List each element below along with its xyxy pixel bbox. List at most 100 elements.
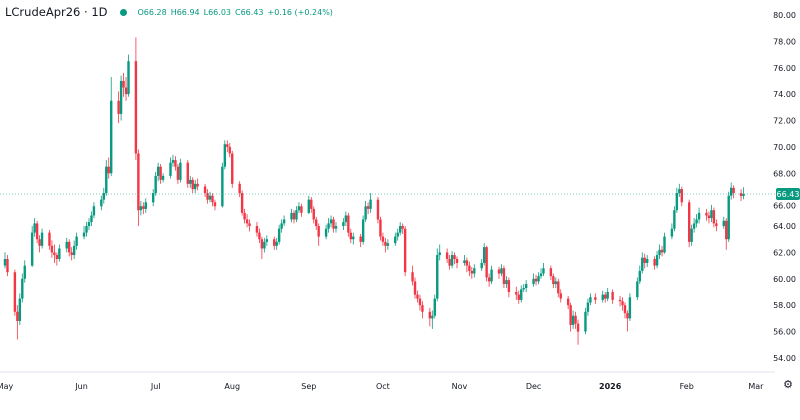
candle: [692, 218, 696, 233]
candle-body: [82, 232, 86, 237]
candle-body: [156, 166, 160, 176]
candle: [258, 228, 261, 244]
candle-body: [48, 232, 51, 246]
candle: [399, 222, 402, 236]
candle-body: [18, 298, 22, 322]
candle: [428, 307, 432, 327]
candle: [594, 293, 597, 304]
last-price-tag: [776, 187, 800, 200]
candle: [72, 240, 76, 260]
price-tick-label: 70.00: [773, 143, 796, 152]
candle: [50, 240, 54, 258]
price-tick-label: 72.00: [773, 117, 796, 126]
candle: [554, 277, 558, 289]
candle-body: [275, 241, 278, 246]
candle: [623, 302, 627, 319]
candle-body: [223, 144, 227, 167]
candle: [421, 301, 424, 319]
candle-body: [401, 226, 404, 229]
candle-body: [448, 259, 451, 266]
legend-header: LCrudeApr26 · 1D O66.28 H66.94 L66.03 C6…: [5, 3, 337, 21]
candle: [539, 268, 543, 279]
candle: [655, 251, 659, 269]
candle: [520, 285, 523, 303]
candle-body: [127, 61, 130, 95]
candle: [482, 243, 486, 266]
candle-body: [300, 206, 303, 213]
candle-body: [663, 236, 666, 253]
candle: [606, 288, 609, 302]
settings-gear-icon[interactable]: ⚙: [783, 378, 793, 391]
candle-body: [255, 226, 259, 233]
candle: [315, 216, 318, 230]
candle: [537, 272, 540, 285]
candle-body: [727, 195, 730, 240]
candle-body: [670, 228, 674, 237]
candle-body: [70, 252, 73, 256]
candle-body: [549, 268, 553, 277]
candle-body: [450, 255, 454, 266]
candle: [670, 223, 674, 240]
candle: [601, 290, 604, 303]
candle-body: [742, 193, 745, 196]
candle-body: [344, 215, 348, 223]
candle: [712, 207, 716, 228]
candle: [107, 157, 110, 179]
time-axis[interactable]: May Jun Jul Aug Sep Oct Nov Dec 2026 Feb Mar: [0, 371, 775, 391]
candle-body: [453, 255, 456, 260]
candle: [586, 298, 590, 316]
candle: [307, 195, 311, 215]
candle: [739, 189, 743, 201]
candle: [213, 199, 217, 211]
candle: [675, 187, 679, 213]
candle-body: [384, 241, 387, 246]
candle-body: [394, 236, 397, 244]
candle: [438, 244, 441, 261]
candle-body: [655, 255, 659, 266]
candle: [105, 160, 108, 196]
candle: [102, 187, 105, 204]
open-value: O66.28: [138, 8, 167, 17]
candle-body: [569, 305, 572, 325]
candle-body: [697, 212, 701, 220]
price-tick-label: 74.00: [773, 90, 796, 99]
candle: [119, 75, 123, 121]
candle: [189, 175, 192, 188]
candle: [208, 191, 212, 203]
candle: [653, 256, 656, 270]
candle: [176, 164, 180, 184]
candle: [144, 198, 147, 213]
candle-body: [87, 222, 91, 227]
candle: [161, 173, 165, 183]
candle-body: [13, 272, 17, 312]
candle-body: [297, 206, 301, 211]
candle-body: [58, 248, 61, 260]
candle-body: [317, 226, 320, 237]
price-tick-label: 78.00: [773, 37, 796, 46]
candle-body: [416, 294, 419, 299]
candle: [223, 140, 227, 170]
candle-body: [438, 252, 441, 256]
candle: [273, 236, 276, 250]
candle: [638, 265, 641, 285]
candle: [401, 223, 404, 234]
candle: [497, 266, 501, 279]
candle-body: [433, 298, 436, 316]
candle: [416, 290, 419, 303]
candle: [154, 171, 157, 196]
candle-body: [675, 193, 679, 211]
candle-body: [68, 241, 71, 253]
candle-body: [520, 289, 523, 300]
candle: [21, 273, 24, 303]
candle-body: [35, 223, 39, 240]
candle-body: [463, 260, 466, 263]
price-tick-label: 64.00: [773, 222, 796, 231]
candle-body: [21, 278, 24, 299]
symbol-title[interactable]: LCrudeApr26 · 1D: [5, 5, 108, 19]
candle-body: [396, 232, 399, 237]
price-axis[interactable]: 54.00 56.00 58.00 60.00 62.00 64.00 66.00 68.00…: [773, 11, 800, 363]
candle: [695, 214, 698, 228]
candle: [211, 193, 214, 207]
candle: [542, 262, 545, 277]
